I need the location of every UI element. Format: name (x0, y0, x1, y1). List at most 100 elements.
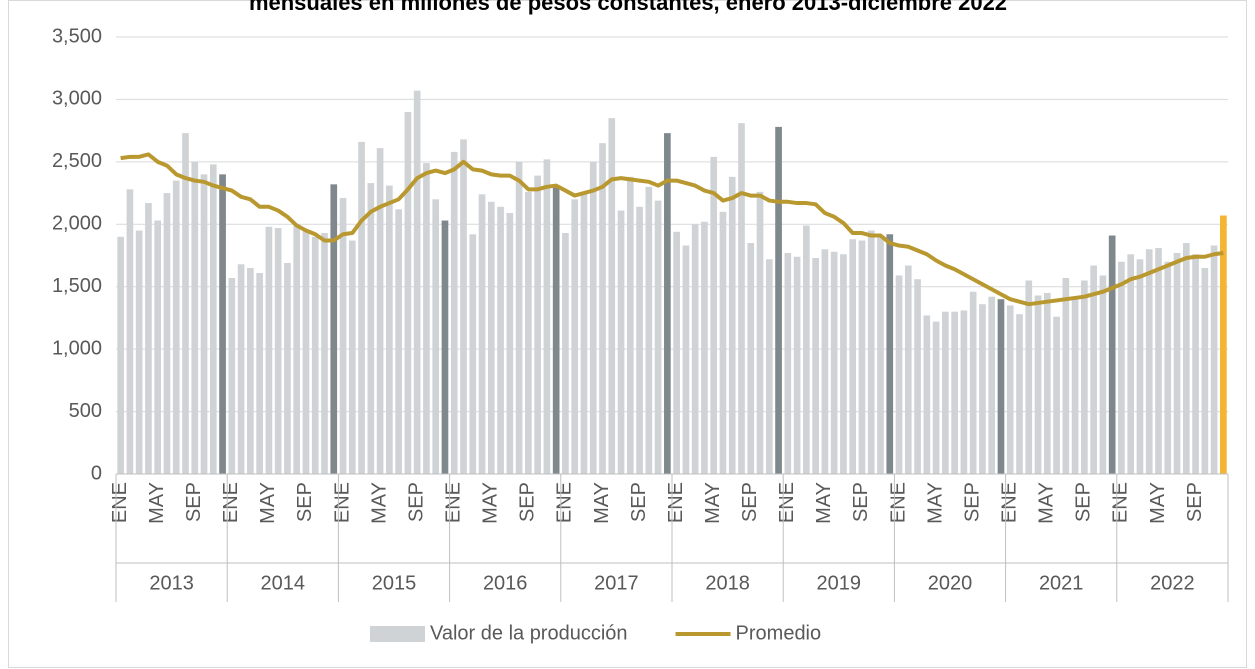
bar (1108, 235, 1116, 474)
bar (515, 161, 523, 474)
bar (497, 206, 504, 474)
bar (710, 156, 718, 474)
bar (747, 243, 755, 474)
bar (1034, 295, 1042, 474)
bar (951, 311, 958, 474)
bar (904, 265, 912, 474)
bar (895, 275, 903, 474)
legend-label: Valor de la producción (430, 622, 628, 644)
x-tick-label: MAY (1036, 482, 1058, 524)
bar (330, 184, 338, 474)
x-tick-label: SEP (739, 482, 761, 522)
bar (858, 240, 866, 474)
x-tick-label: MAY (924, 482, 946, 524)
bar (460, 139, 467, 474)
bar (367, 183, 375, 474)
bar (1210, 245, 1218, 474)
bar (395, 209, 402, 474)
bar (673, 231, 680, 474)
x-tick-label: MAY (813, 482, 835, 524)
bar (932, 321, 940, 474)
year-label: 2018 (705, 572, 750, 594)
bar (265, 226, 273, 474)
year-label: 2013 (149, 572, 194, 594)
x-tick-label: SEP (1184, 482, 1206, 522)
bar (274, 228, 282, 474)
bar (589, 161, 597, 474)
bar (979, 304, 986, 474)
bar (543, 159, 551, 475)
bar (386, 185, 393, 474)
bar (1006, 305, 1014, 474)
bar (552, 185, 560, 474)
x-tick-label: ENE (109, 482, 131, 523)
bar (1145, 249, 1153, 474)
year-label: 2020 (928, 572, 973, 594)
bar (960, 310, 968, 474)
bar (423, 163, 430, 474)
bar (812, 257, 819, 474)
bar (664, 133, 671, 474)
x-tick-label: SEP (850, 482, 872, 522)
bar (376, 148, 384, 474)
bar (1071, 296, 1079, 474)
bar (691, 224, 699, 474)
bar (923, 315, 931, 474)
bar (135, 230, 143, 474)
x-tick-label: MAY (480, 482, 502, 524)
y-tick-label: 2,000 (52, 213, 102, 235)
bar (756, 191, 764, 474)
y-tick-label: 1,500 (52, 275, 102, 297)
bar (599, 143, 606, 474)
bar (487, 201, 495, 474)
bar (534, 175, 541, 474)
line (120, 152, 1224, 307)
x-tick-label: SEP (1073, 482, 1095, 522)
x-tick-label: ENE (1110, 482, 1132, 523)
bar (1118, 261, 1125, 474)
bar (877, 236, 884, 474)
y-tick-label: 3,000 (52, 88, 102, 110)
bar (654, 200, 662, 474)
bar (348, 240, 356, 474)
bar (1053, 316, 1060, 474)
bar (117, 236, 124, 474)
y-tick-label: 0 (91, 462, 102, 484)
bar (1016, 314, 1023, 474)
x-tick-label: ENE (554, 482, 576, 523)
bar (1192, 254, 1199, 474)
bar (1164, 261, 1172, 474)
x-tick-label: SEP (183, 482, 205, 522)
bar (1025, 280, 1033, 474)
bar (608, 118, 616, 475)
bar (867, 230, 875, 474)
bar (441, 220, 449, 474)
year-label: 2022 (1150, 572, 1195, 594)
y-tick-label: 2,500 (52, 150, 102, 172)
y-tick-label: 500 (69, 400, 102, 422)
bar (821, 249, 829, 474)
bar (765, 259, 773, 474)
bar (450, 151, 458, 474)
x-tick-label: ENE (443, 482, 465, 523)
y-tick-label: 3,500 (52, 25, 102, 47)
x-tick-label: ENE (887, 482, 909, 523)
bar (209, 164, 217, 474)
bar (645, 186, 653, 475)
bar (182, 133, 189, 474)
bar (803, 225, 810, 474)
bar (154, 220, 162, 474)
bar (997, 299, 1005, 474)
x-tick-label: ENE (999, 482, 1021, 523)
bar (293, 224, 301, 474)
bar (617, 210, 625, 474)
x-tick-label: SEP (961, 482, 983, 522)
x-tick-label: ENE (331, 482, 353, 523)
bar (849, 239, 857, 474)
x-tick-label: SEP (517, 482, 539, 522)
x-tick-label: MAY (146, 482, 168, 524)
bar (256, 272, 263, 474)
bar (145, 203, 152, 474)
bar (914, 279, 921, 474)
